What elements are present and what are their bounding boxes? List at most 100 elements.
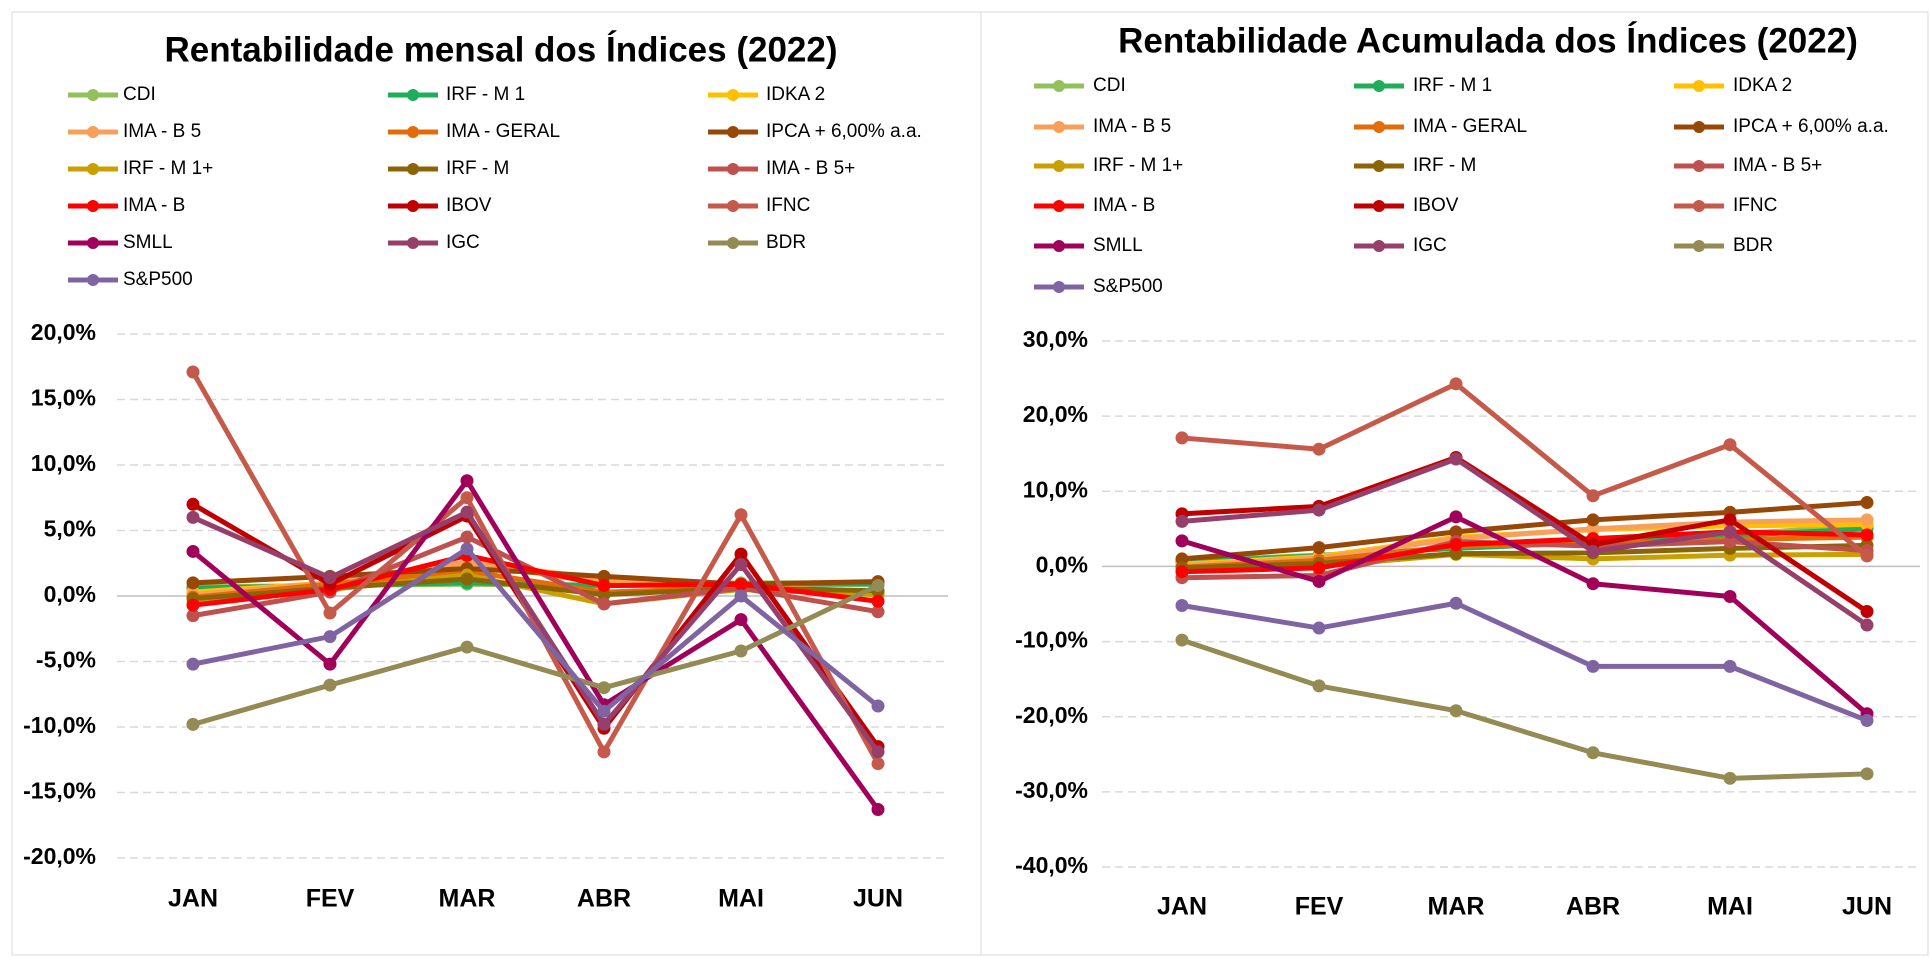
legend-label: BDR [766, 232, 806, 253]
y-tick-label: 0,0% [44, 581, 96, 607]
y-tick-label: -10,0% [23, 712, 96, 738]
frame [11, 11, 1929, 956]
data-point [1312, 503, 1326, 517]
data-point [186, 365, 200, 379]
y-tick-label: -30,0% [1015, 777, 1088, 803]
legend-label: SMLL [123, 232, 173, 253]
chart-title: Rentabilidade mensal dos Índices (2022) [165, 29, 838, 69]
legend-marker [1693, 80, 1705, 92]
y-tick-label: 5,0% [44, 516, 96, 542]
data-point [1449, 510, 1463, 524]
legend-label: IGC [446, 232, 480, 253]
data-point [323, 606, 337, 620]
data-point [871, 605, 885, 619]
x-tick-label: JUN [853, 885, 903, 913]
x-tick-label: FEV [306, 885, 355, 913]
data-point [734, 508, 748, 522]
y-tick-label: -10,0% [1015, 627, 1088, 653]
series-line [192, 546, 880, 714]
data-point [1586, 513, 1600, 527]
legend-marker [1373, 80, 1385, 92]
series-line [191, 509, 881, 754]
data-point [1175, 431, 1189, 445]
legend-label: CDI [1093, 75, 1126, 96]
data-point [1175, 565, 1189, 579]
legend-marker [727, 89, 739, 101]
data-point [1586, 659, 1600, 673]
data-point [1586, 577, 1600, 591]
data-point [1175, 599, 1189, 613]
data-point [323, 571, 337, 585]
data-point [323, 678, 337, 692]
legend-marker [87, 237, 99, 249]
data-point [323, 657, 337, 671]
legend-marker [1053, 281, 1065, 293]
legend-label: S&P500 [123, 269, 193, 290]
data-point [1312, 679, 1326, 693]
data-point [597, 597, 611, 611]
series-line [192, 583, 880, 727]
data-point [1586, 489, 1600, 503]
legend-label: IRF - M [446, 158, 509, 179]
data-point [323, 630, 337, 644]
data-point [1312, 442, 1326, 456]
legend-label: IMA - B 5 [123, 121, 201, 142]
data-point [460, 530, 474, 544]
legend-label: IRF - M 1+ [123, 158, 213, 179]
chart-title: Rentabilidade Acumulada dos Índices (202… [1118, 20, 1858, 60]
legend-label: SMLL [1093, 235, 1143, 256]
data-point [734, 547, 748, 561]
data-point [1860, 549, 1874, 563]
data-point [597, 588, 611, 602]
y-tick-label: 15,0% [31, 385, 96, 411]
data-point [1449, 547, 1463, 561]
legend-marker [1693, 121, 1705, 133]
legend-marker [407, 237, 419, 249]
data-point [597, 704, 611, 718]
data-point [186, 657, 200, 671]
legend-label: IMA - B [123, 195, 185, 216]
data-point [1586, 746, 1600, 760]
legend-label: S&P500 [1093, 276, 1163, 297]
data-point [1449, 538, 1463, 552]
legend-label: IRF - M 1+ [1093, 155, 1183, 176]
series-line [190, 370, 881, 765]
legend-marker [1373, 240, 1385, 252]
legend-marker [407, 163, 419, 175]
data-point [1449, 596, 1463, 610]
legend-marker [1693, 200, 1705, 212]
legend-marker [87, 200, 99, 212]
data-point [1175, 514, 1189, 528]
series-line [191, 478, 881, 811]
data-point [597, 717, 611, 731]
data-point [1312, 574, 1326, 588]
legend-label: IPCA + 6,00% a.a. [766, 121, 922, 142]
legend-marker [1053, 160, 1065, 172]
data-point [734, 558, 748, 572]
legend-label: BDR [1733, 235, 1773, 256]
x-tick-label: MAR [439, 885, 496, 913]
legend-marker [1373, 160, 1385, 172]
x-tick-label: ABR [577, 885, 631, 913]
legend-label: IMA - B 5 [1093, 116, 1171, 137]
legend-marker [727, 200, 739, 212]
legend-marker [1693, 160, 1705, 172]
data-point [1175, 534, 1189, 548]
data-point [871, 803, 885, 817]
data-point [460, 491, 474, 505]
data-point [1175, 552, 1189, 566]
legend-label: IMA - GERAL [446, 121, 560, 142]
data-point [597, 681, 611, 695]
legend-marker [87, 126, 99, 138]
legend-label: CDI [123, 84, 156, 105]
x-tick-label: FEV [1295, 893, 1344, 921]
legend-marker [1693, 240, 1705, 252]
series-line [1181, 514, 1869, 716]
data-point [597, 579, 611, 593]
data-point [1586, 522, 1600, 536]
data-point [186, 497, 200, 511]
legend-marker [1053, 200, 1065, 212]
data-point [186, 544, 200, 558]
data-point [734, 577, 748, 591]
